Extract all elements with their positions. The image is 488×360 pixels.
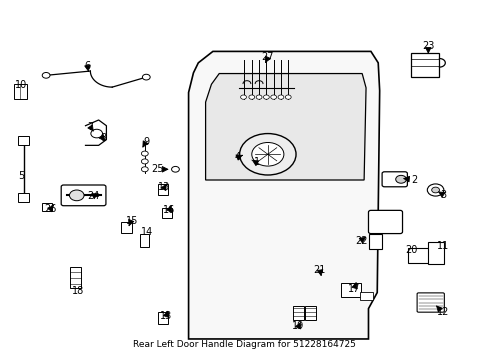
FancyBboxPatch shape: [368, 210, 402, 234]
Text: 25: 25: [151, 163, 164, 174]
Bar: [14, 84, 27, 99]
Circle shape: [431, 187, 439, 193]
Bar: [162, 207, 171, 218]
Text: 17: 17: [347, 284, 359, 294]
Text: 13: 13: [159, 311, 171, 321]
Polygon shape: [188, 51, 379, 339]
Text: 6: 6: [85, 61, 91, 71]
Bar: [41, 203, 52, 211]
Circle shape: [248, 95, 254, 99]
Polygon shape: [85, 120, 106, 145]
Text: 2: 2: [411, 175, 417, 185]
Bar: [410, 53, 439, 77]
FancyBboxPatch shape: [416, 293, 444, 312]
Bar: [360, 292, 372, 300]
Text: 11: 11: [436, 241, 448, 251]
Bar: [368, 234, 381, 249]
Text: 20: 20: [404, 245, 417, 255]
Circle shape: [141, 167, 148, 172]
Text: 21: 21: [313, 265, 325, 275]
Bar: [120, 222, 132, 233]
Circle shape: [285, 95, 290, 99]
FancyBboxPatch shape: [381, 172, 407, 187]
Text: 5: 5: [18, 171, 24, 181]
Text: 27: 27: [261, 52, 274, 62]
Polygon shape: [205, 73, 366, 180]
Bar: [292, 306, 303, 320]
Bar: [158, 312, 168, 324]
Text: 26: 26: [44, 204, 56, 214]
Text: 18: 18: [72, 287, 84, 296]
Bar: [340, 283, 361, 297]
Circle shape: [278, 95, 284, 99]
Circle shape: [395, 175, 406, 183]
Text: 9: 9: [143, 138, 149, 148]
Text: 10: 10: [15, 80, 27, 90]
Circle shape: [141, 159, 148, 164]
Text: 1: 1: [253, 157, 259, 167]
Text: 16: 16: [163, 205, 175, 215]
Circle shape: [141, 151, 148, 156]
Circle shape: [42, 72, 50, 78]
Bar: [158, 184, 168, 195]
Text: 13: 13: [158, 182, 170, 192]
Circle shape: [171, 166, 179, 172]
Bar: [19, 136, 29, 145]
Text: 8: 8: [100, 133, 106, 143]
Circle shape: [142, 74, 150, 80]
Bar: [305, 306, 315, 320]
Text: 7: 7: [86, 122, 93, 132]
Text: 14: 14: [141, 227, 153, 237]
Text: 3: 3: [440, 190, 446, 200]
Bar: [407, 248, 428, 263]
Circle shape: [427, 184, 443, 196]
Circle shape: [91, 129, 102, 138]
Text: 23: 23: [421, 41, 434, 51]
Circle shape: [270, 95, 276, 99]
Text: 22: 22: [354, 236, 366, 246]
Text: 15: 15: [125, 216, 138, 226]
Text: 19: 19: [291, 321, 304, 332]
Bar: [140, 234, 149, 247]
Bar: [70, 267, 81, 288]
Circle shape: [69, 190, 84, 201]
FancyBboxPatch shape: [61, 185, 106, 206]
Circle shape: [263, 95, 269, 99]
Circle shape: [239, 134, 295, 175]
Circle shape: [256, 95, 262, 99]
Circle shape: [251, 143, 284, 166]
Text: 24: 24: [87, 191, 100, 201]
Text: 4: 4: [234, 152, 240, 162]
Bar: [19, 193, 29, 202]
Text: Rear Left Door Handle Diagram for 51228164725: Rear Left Door Handle Diagram for 512281…: [133, 339, 355, 348]
Circle shape: [240, 95, 246, 99]
Bar: [427, 242, 443, 264]
Text: 12: 12: [436, 307, 448, 317]
